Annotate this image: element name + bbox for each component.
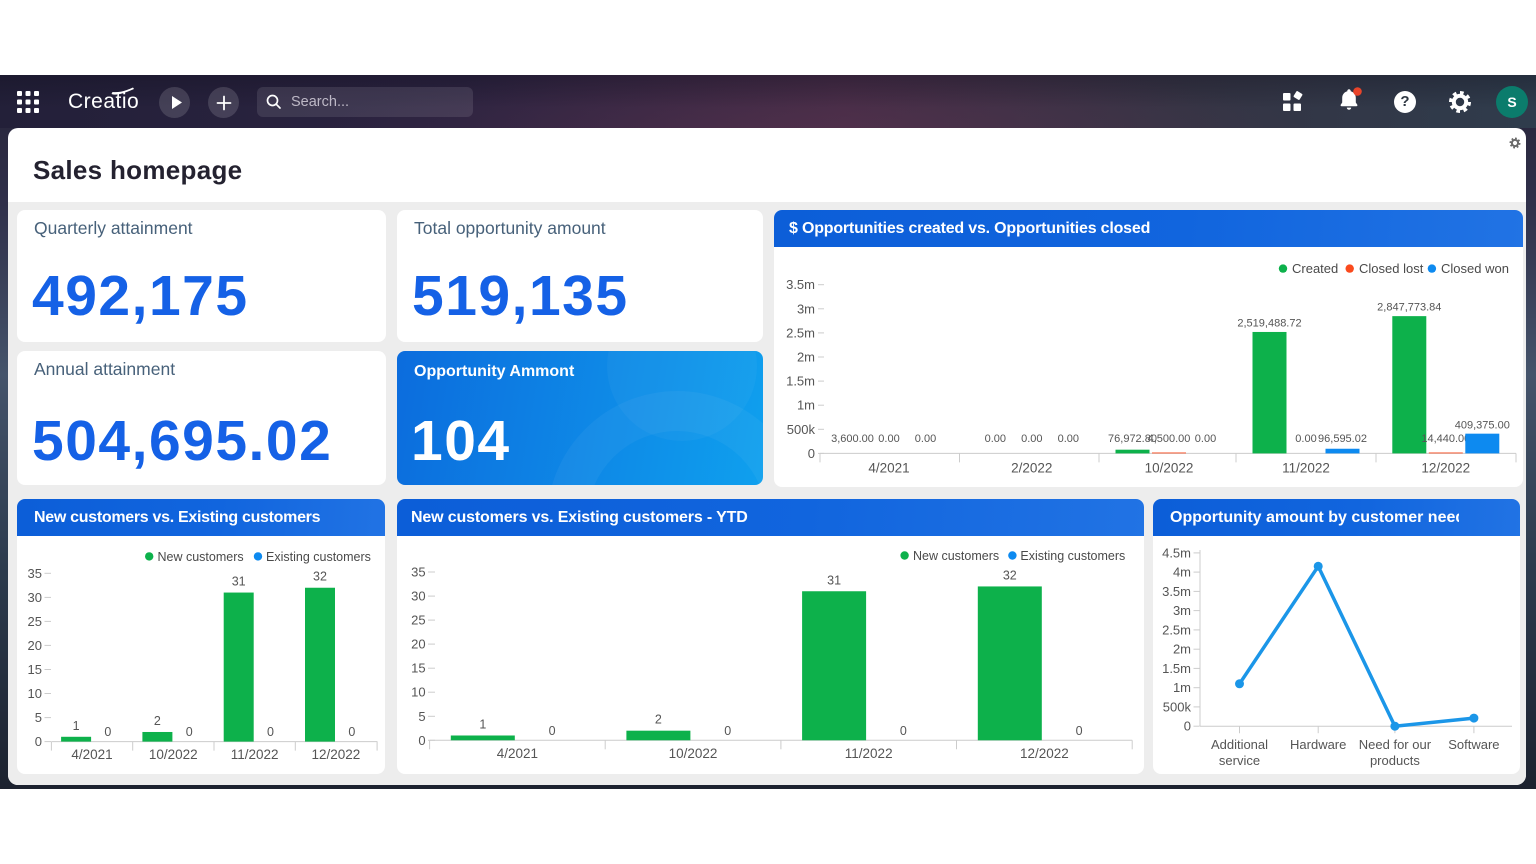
svg-text:10/2022: 10/2022: [149, 747, 198, 762]
svg-text:500k: 500k: [1163, 699, 1192, 714]
svg-text:1.5m: 1.5m: [786, 374, 815, 389]
svg-text:11/2022: 11/2022: [1282, 460, 1330, 475]
svg-text:2m: 2m: [797, 350, 815, 365]
svg-text:409,375.00: 409,375.00: [1455, 419, 1510, 431]
svg-text:0: 0: [549, 724, 556, 738]
svg-text:5: 5: [418, 709, 425, 724]
svg-text:4/2021: 4/2021: [497, 746, 538, 761]
svg-text:96,595.02: 96,595.02: [1318, 433, 1367, 445]
svg-text:2/2022: 2/2022: [1011, 460, 1052, 475]
svg-text:0: 0: [104, 725, 111, 739]
svg-text:0.00: 0.00: [1195, 433, 1216, 445]
svg-text:32: 32: [1003, 568, 1017, 582]
svg-text:10: 10: [28, 686, 42, 701]
svg-text:25: 25: [411, 613, 425, 628]
svg-text:3.5m: 3.5m: [1162, 584, 1191, 599]
svg-text:4m: 4m: [1173, 565, 1191, 580]
svg-text:15: 15: [28, 662, 42, 677]
svg-text:2,519,488.72: 2,519,488.72: [1237, 318, 1301, 330]
svg-text:76,972.80: 76,972.80: [1108, 433, 1157, 445]
svg-text:10/2022: 10/2022: [669, 746, 718, 761]
svg-text:Hardware: Hardware: [1290, 737, 1346, 752]
svg-text:12/2022: 12/2022: [1421, 460, 1470, 475]
svg-text:3,600.00: 3,600.00: [831, 433, 874, 445]
svg-text:0.00: 0.00: [915, 433, 936, 445]
svg-text:0: 0: [348, 725, 355, 739]
svg-text:0: 0: [267, 725, 274, 739]
svg-text:0: 0: [724, 724, 731, 738]
svg-text:0: 0: [1184, 719, 1191, 734]
svg-text:2,847,773.84: 2,847,773.84: [1377, 302, 1441, 314]
svg-text:10: 10: [411, 685, 425, 700]
svg-text:30: 30: [28, 590, 42, 605]
svg-text:0.00: 0.00: [985, 433, 1006, 445]
svg-text:4.5m: 4.5m: [1162, 545, 1191, 560]
svg-text:500k: 500k: [787, 422, 816, 437]
svg-text:4,500.00: 4,500.00: [1148, 433, 1191, 445]
svg-text:35: 35: [28, 566, 42, 581]
svg-text:1.5m: 1.5m: [1162, 661, 1191, 676]
svg-text:2.5m: 2.5m: [1162, 622, 1191, 637]
svg-text:0.00: 0.00: [1295, 433, 1316, 445]
svg-text:0: 0: [418, 733, 425, 748]
svg-text:2m: 2m: [1173, 642, 1191, 657]
svg-text:12/2022: 12/2022: [311, 747, 360, 762]
svg-text:35: 35: [411, 565, 425, 580]
svg-text:2: 2: [154, 714, 161, 728]
svg-text:0: 0: [808, 446, 815, 461]
svg-text:4/2021: 4/2021: [71, 747, 112, 762]
svg-text:2.5m: 2.5m: [786, 325, 815, 340]
svg-text:0.00: 0.00: [1021, 433, 1042, 445]
svg-text:15: 15: [411, 661, 425, 676]
svg-text:Existing customers: Existing customers: [1020, 549, 1125, 563]
svg-text:11/2022: 11/2022: [845, 746, 893, 761]
svg-text:Software: Software: [1448, 737, 1499, 752]
svg-text:products: products: [1370, 753, 1420, 768]
svg-text:2: 2: [655, 713, 662, 727]
svg-text:Created: Created: [1292, 261, 1338, 276]
svg-text:Existing customers: Existing customers: [266, 550, 371, 564]
svg-text:20: 20: [28, 638, 42, 653]
svg-text:32: 32: [313, 570, 327, 584]
svg-text:14,440.00: 14,440.00: [1421, 433, 1470, 445]
svg-text:25: 25: [28, 614, 42, 629]
svg-text:1m: 1m: [1173, 680, 1191, 695]
svg-text:0: 0: [35, 734, 42, 749]
svg-text:30: 30: [411, 589, 425, 604]
svg-text:0: 0: [1076, 724, 1083, 738]
svg-text:1: 1: [479, 718, 486, 732]
svg-text:4/2021: 4/2021: [868, 460, 909, 475]
svg-text:Closed lost: Closed lost: [1359, 261, 1424, 276]
svg-text:20: 20: [411, 637, 425, 652]
svg-text:3m: 3m: [797, 301, 815, 316]
svg-text:0.00: 0.00: [878, 433, 899, 445]
svg-text:Additional: Additional: [1211, 737, 1268, 752]
svg-text:31: 31: [232, 575, 246, 589]
svg-text:5: 5: [35, 710, 42, 725]
svg-text:12/2022: 12/2022: [1020, 746, 1069, 761]
svg-text:11/2022: 11/2022: [231, 747, 279, 762]
svg-text:Closed won: Closed won: [1441, 261, 1509, 276]
svg-text:0: 0: [186, 725, 193, 739]
svg-text:3m: 3m: [1173, 603, 1191, 618]
svg-text:0.00: 0.00: [1058, 433, 1079, 445]
svg-text:10/2022: 10/2022: [1145, 460, 1194, 475]
svg-text:service: service: [1219, 753, 1260, 768]
svg-text:New customers: New customers: [913, 549, 999, 563]
svg-text:Need for our: Need for our: [1359, 737, 1432, 752]
svg-text:3.5m: 3.5m: [786, 277, 815, 292]
svg-text:31: 31: [827, 573, 841, 587]
svg-text:New customers: New customers: [158, 550, 244, 564]
svg-text:1: 1: [73, 719, 80, 733]
svg-text:0: 0: [900, 724, 907, 738]
svg-text:1m: 1m: [797, 398, 815, 413]
